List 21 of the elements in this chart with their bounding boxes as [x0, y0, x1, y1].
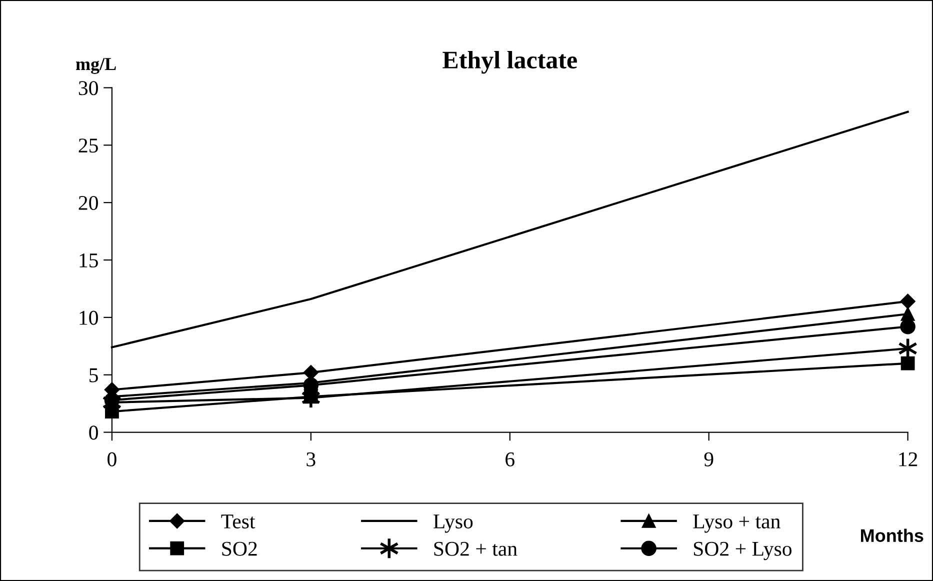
- y-axis-title: mg/L: [76, 58, 116, 74]
- y-tick-label: 20: [78, 196, 98, 210]
- y-tick-label: 10: [80, 310, 98, 325]
- legend-label: SO2 + tan: [434, 542, 518, 556]
- y-tick-label: 25: [78, 138, 98, 153]
- legend-label: SO2: [222, 542, 257, 556]
- x-tick-label: 3: [306, 452, 316, 466]
- x-axis-title: Months: [861, 528, 924, 542]
- legend-label: Lyso: [434, 514, 473, 533]
- y-tick-label: 5: [90, 368, 98, 382]
- x-tick-label: 9: [704, 452, 714, 466]
- legend-label: SO2 + Lyso: [694, 542, 792, 560]
- x-tick-label: 6: [506, 452, 514, 466]
- y-tick-label: 30: [78, 81, 98, 96]
- x-tick-label: 0: [108, 452, 116, 466]
- legend-label: Test: [221, 514, 256, 528]
- y-tick-label: 15: [80, 253, 98, 268]
- y-tick-label: 0: [89, 426, 98, 440]
- x-tick-label: 12: [899, 452, 918, 466]
- chart-title: Ethyl lactate: [442, 50, 577, 74]
- legend-label: Lyso + tan: [693, 514, 780, 533]
